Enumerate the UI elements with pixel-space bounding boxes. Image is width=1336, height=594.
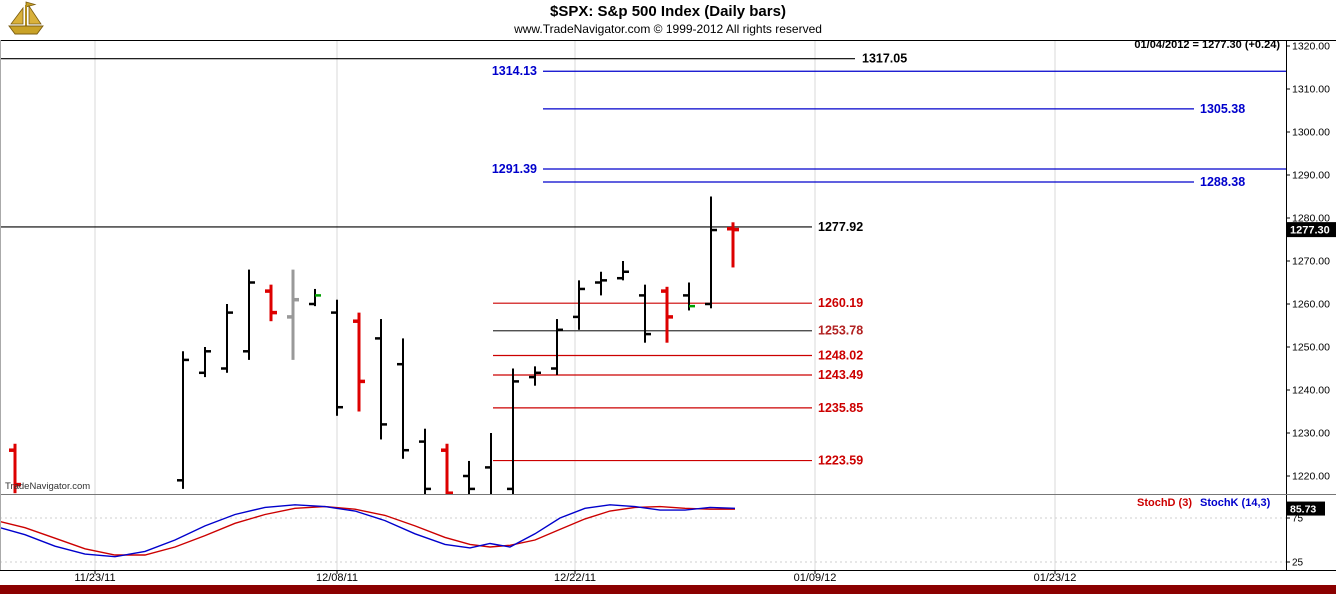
ohlc-bar — [375, 319, 387, 440]
ohlc-bars — [9, 196, 739, 494]
ohlc-bar — [485, 433, 492, 494]
gridlines — [0, 40, 1290, 574]
ohlc-bar — [177, 351, 189, 489]
price-axis-label: 1240.00 — [1292, 385, 1330, 397]
price-axis-label: 1260.00 — [1292, 299, 1330, 311]
price-axis-label: 1310.00 — [1292, 84, 1330, 96]
price-axis-label: 1290.00 — [1292, 170, 1330, 182]
ohlc-bar — [441, 443, 453, 494]
ohlc-bar — [331, 299, 343, 416]
ohlc-bar — [639, 284, 651, 343]
level-label: 1260.19 — [818, 296, 863, 310]
ohlc-bar — [287, 269, 299, 360]
ohlc-bar — [265, 284, 277, 322]
stoch-value-text: 85.73 — [1290, 504, 1316, 516]
ohlc-bar — [661, 286, 673, 343]
level-label: 1235.85 — [818, 401, 863, 415]
level-label: 1253.78 — [818, 324, 863, 338]
ohlc-bar — [573, 280, 585, 330]
stoch-axis-label: 75 — [1292, 514, 1304, 525]
ohlc-bar — [529, 366, 541, 386]
stoch-value-box — [1287, 501, 1325, 516]
stochd-legend[interactable]: StochD (3) — [1137, 497, 1192, 509]
price-axis-label: 1320.00 — [1292, 41, 1330, 53]
ohlc-bar — [727, 222, 739, 268]
ohlc-bar — [419, 428, 431, 494]
ohlc-bar — [199, 347, 211, 378]
level-label: 1314.13 — [492, 64, 537, 78]
bottom-strip — [0, 585, 1336, 594]
current-price-text: 1277.30 — [1290, 225, 1330, 237]
stochk-legend[interactable]: StochK (14,3) — [1200, 497, 1271, 509]
stoch-axis-label: 25 — [1292, 558, 1304, 569]
ohlc-bar — [705, 196, 717, 309]
last-quote-readout: 01/04/2012 = 1277.30 (+0.24) — [1134, 39, 1280, 51]
level-label: 1248.02 — [818, 349, 863, 363]
ohlc-bar — [243, 269, 255, 360]
price-axis-label: 1280.00 — [1292, 213, 1330, 225]
ohlc-bar — [551, 319, 563, 375]
price-axis-label: 1270.00 — [1292, 256, 1330, 268]
ohlc-bar — [353, 312, 365, 412]
ohlc-bar — [507, 368, 519, 494]
level-label: 1291.39 — [492, 162, 537, 176]
ohlc-bar — [309, 288, 321, 307]
chart-subtitle: www.TradeNavigator.com © 1999-2012 All r… — [514, 22, 822, 36]
ohlc-bar — [9, 443, 21, 494]
chart-title: $SPX: S&p 500 Index (Daily bars) — [550, 3, 786, 20]
ohlc-bar — [683, 282, 695, 311]
stochk-line — [0, 504, 736, 558]
level-label: 1243.49 — [818, 368, 863, 382]
level-label: 1288.38 — [1200, 175, 1245, 189]
ohlc-bar — [221, 304, 233, 373]
price-axis-label: 1230.00 — [1292, 428, 1330, 440]
watermark: TradeNavigator.com — [5, 481, 91, 492]
ohlc-bar — [397, 338, 409, 459]
ohlc-bar — [463, 460, 475, 494]
level-label: 1277.92 — [818, 220, 863, 234]
level-label: 1223.59 — [818, 454, 863, 468]
price-levels: 1317.05 1314.13 1305.38 1291.39 1288.38 1277.… — [0, 52, 1286, 468]
ohlc-bar — [595, 271, 607, 296]
level-label: 1305.38 — [1200, 102, 1245, 116]
price-axis-label: 1220.00 — [1292, 471, 1330, 483]
price-axis-label: 1300.00 — [1292, 127, 1330, 139]
level-label: 1317.05 — [862, 52, 907, 66]
current-price-box — [1287, 222, 1336, 238]
ohlc-bar — [617, 261, 629, 281]
stochd-line — [0, 505, 735, 556]
price-axis-label: 1250.00 — [1292, 342, 1330, 354]
tradenavigator-logo — [8, 1, 44, 35]
